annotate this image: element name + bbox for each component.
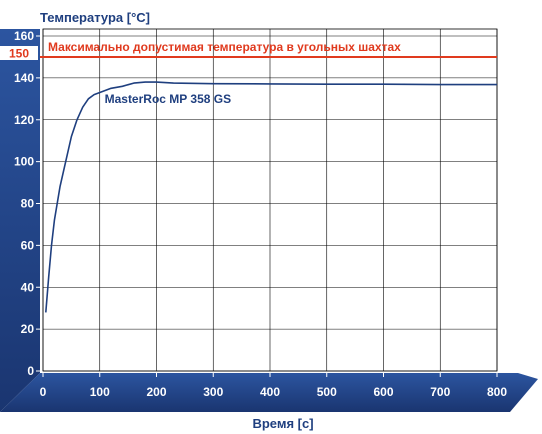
plot-border xyxy=(42,28,498,372)
x-tick-label: 700 xyxy=(430,385,450,399)
series-label: MasterRoc MP 358 GS xyxy=(105,92,232,106)
y-axis-band xyxy=(0,29,40,412)
x-tick-label: 500 xyxy=(317,385,337,399)
grid xyxy=(42,28,498,372)
y-tick-label: 80 xyxy=(21,197,35,211)
x-tick-label: 0 xyxy=(40,385,47,399)
y-tick-label: 160 xyxy=(14,29,34,43)
x-tick-label: 600 xyxy=(373,385,393,399)
y-tick-label: 40 xyxy=(21,280,35,294)
y-tick-labels: 0 20 40 60 80 100 120 140 160 xyxy=(14,29,40,378)
limit-value-badge xyxy=(0,46,38,60)
y-tick-label: 140 xyxy=(14,71,34,85)
y-axis-title: Температура [°C] xyxy=(40,10,150,25)
x-tick-labels: 0 100 200 300 400 500 600 700 800 xyxy=(40,373,507,399)
series-group: MasterRoc MP 358 GS xyxy=(45,81,497,313)
plot-area xyxy=(40,29,497,373)
y-tick-label: 120 xyxy=(14,113,34,127)
limit-value-label: 150 xyxy=(9,47,29,61)
x-tick-label: 800 xyxy=(487,385,507,399)
x-axis-band xyxy=(0,373,538,412)
series-line xyxy=(45,81,497,313)
y-tick-label: 100 xyxy=(14,155,34,169)
y-tick-label: 20 xyxy=(21,322,35,336)
y-tick-label: 60 xyxy=(21,238,35,252)
limit-line-label: Максимально допустимая температура в уго… xyxy=(48,40,401,54)
y-tick-label: 0 xyxy=(27,364,34,378)
x-tick-label: 200 xyxy=(146,385,166,399)
x-tick-label: 300 xyxy=(203,385,223,399)
x-tick-label: 100 xyxy=(90,385,110,399)
x-tick-label: 400 xyxy=(260,385,280,399)
x-axis-title: Время [с] xyxy=(252,416,313,431)
